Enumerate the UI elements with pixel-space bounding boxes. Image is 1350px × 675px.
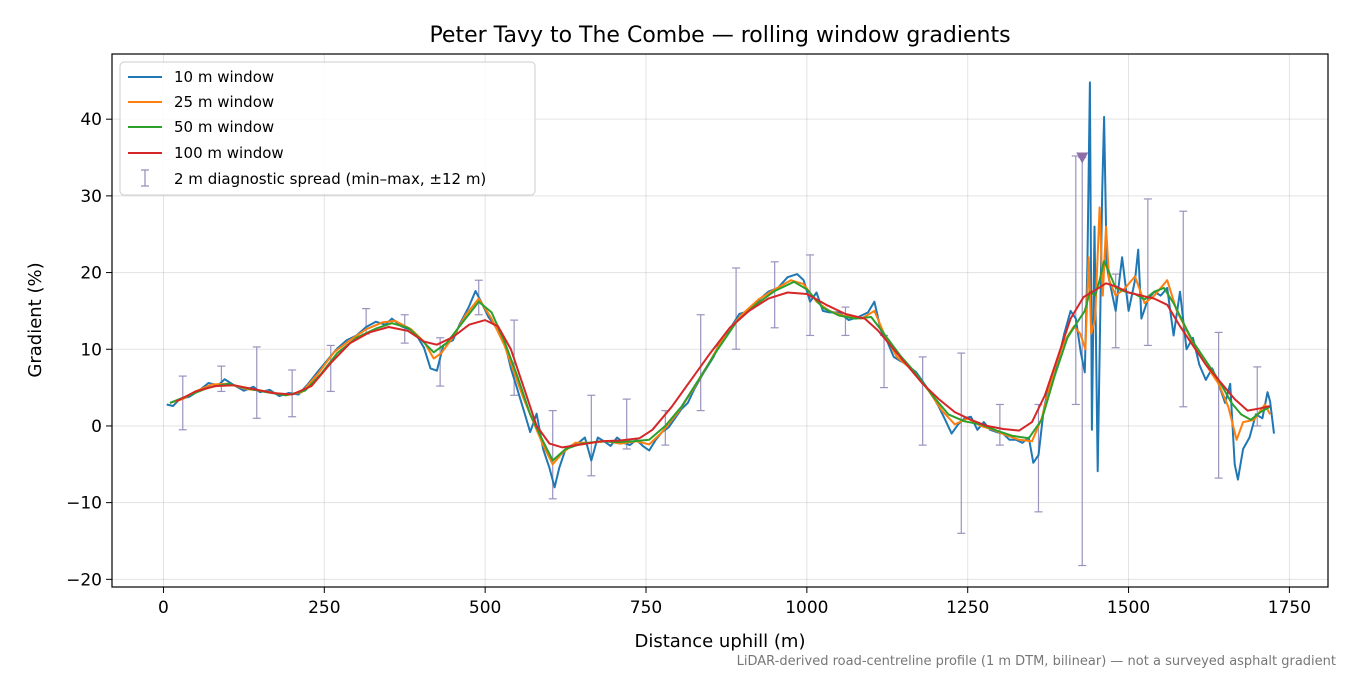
x-axis-label: Distance uphill (m) (635, 631, 806, 652)
diagnostic-spread-bar (957, 352, 966, 534)
y-axis-label: Gradient (%) (25, 262, 46, 377)
y-axis-ticks: −20 −10 0 10 20 30 40 (66, 110, 112, 590)
y-tick-label: −10 (66, 494, 102, 514)
x-tick-label: 1000 (785, 598, 828, 618)
diagnostic-spread-bar (1214, 331, 1223, 479)
y-tick-label: 30 (80, 187, 102, 207)
y-tick-label: 0 (91, 417, 102, 437)
diagnostic-spread-bar (252, 346, 261, 419)
legend-label-25m: 25 m window (174, 93, 274, 111)
chart-title: Peter Tavy to The Combe — rolling window… (429, 23, 1010, 48)
series-layer (166, 81, 1275, 489)
diagnostic-spread-bar (696, 314, 705, 412)
plot-frame (111, 53, 1329, 588)
series-line-100-m-window (175, 282, 1271, 449)
x-tick-label: 1500 (1107, 598, 1150, 618)
diagnostic-spread-bar (587, 394, 596, 477)
diagnostic-spread-bar (732, 267, 741, 350)
x-tick-label: 500 (469, 598, 501, 618)
footnote: LiDAR-derived road-centreline profile (1… (737, 654, 1336, 669)
legend-label-100m: 100 m window (174, 144, 284, 162)
y-tick-label: 40 (80, 110, 102, 130)
legend-box (119, 61, 536, 196)
x-tick-label: 250 (308, 598, 340, 618)
x-tick-label: 750 (630, 598, 662, 618)
diagnostic-spread-bar (770, 261, 779, 329)
diagnostic-spread-bar (1179, 210, 1188, 408)
diagnostic-spread-bar (178, 375, 187, 431)
diagnostic-spread-bar (1143, 198, 1152, 347)
x-tick-label: 1250 (946, 598, 989, 618)
max-spread-marker (1076, 152, 1089, 164)
diagnostic-spread-bar (400, 314, 409, 344)
x-tick-label: 0 (158, 598, 169, 618)
diagnostic-spread-bar (326, 344, 335, 393)
legend-label-10m: 10 m window (174, 68, 274, 86)
legend: 10 m window 25 m window 50 m window 100 … (119, 61, 536, 196)
y-tick-label: 10 (80, 340, 102, 360)
diagnostic-spread-bar (841, 306, 850, 337)
diagnostic-spread-bar (995, 403, 1004, 446)
legend-label-50m: 50 m window (174, 118, 274, 136)
legend-swatch-spread (141, 169, 149, 187)
x-axis-ticks: 0 250 500 750 1000 1250 1500 1750 (158, 587, 1311, 618)
legend-label-spread: 2 m diagnostic spread (min–max, ±12 m) (174, 170, 486, 188)
y-tick-label: −20 (66, 570, 102, 590)
diagnostic-spread-bar (918, 356, 927, 446)
x-tick-label: 1750 (1268, 598, 1311, 618)
diagnostic-spread-bar (217, 365, 226, 393)
y-tick-label: 20 (80, 264, 102, 284)
